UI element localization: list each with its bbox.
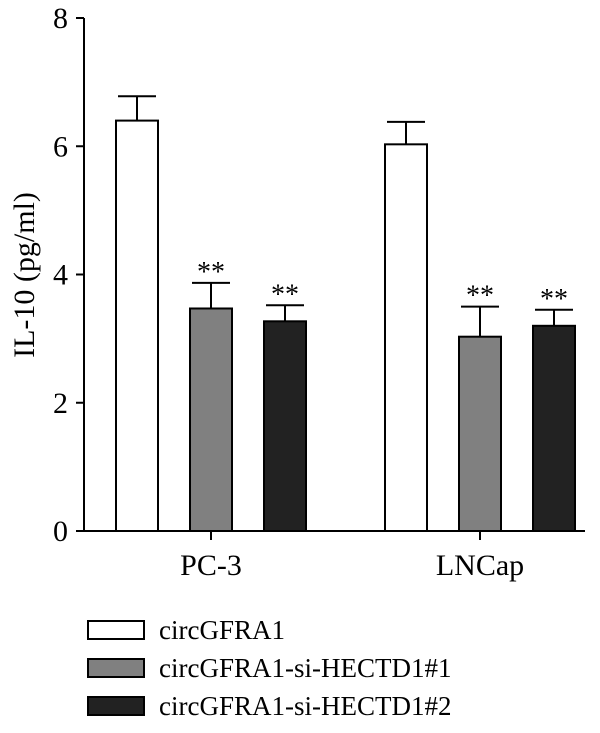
legend-swatch [87, 696, 145, 716]
x-tick-label: LNCap [436, 549, 524, 582]
x-ticks: PC-3 LNCap [180, 531, 524, 582]
y-tick-label: 4 [53, 259, 68, 292]
y-tick-label: 6 [53, 130, 68, 163]
legend-swatch [87, 658, 145, 678]
bar [115, 119, 159, 532]
y-ticks: 0 2 4 6 8 [53, 2, 84, 548]
significance-label: ** [540, 284, 568, 315]
y-tick-label: 2 [53, 387, 68, 420]
significance-label: ** [197, 257, 225, 288]
bar [189, 307, 233, 532]
significance-label: ** [466, 281, 494, 312]
bar [458, 335, 502, 533]
significance-label: ** [271, 279, 299, 310]
legend-label: circGFRA1 [159, 615, 285, 645]
y-tick-label: 0 [53, 515, 68, 548]
bars: ** ** ** ** [115, 95, 576, 533]
x-tick-label: PC-3 [180, 549, 242, 582]
legend-label: circGFRA1-si-HECTD1#1 [159, 653, 451, 683]
legend: circGFRA1 circGFRA1-si-HECTD1#1 circGFRA1-… [87, 615, 451, 721]
y-axis-label: IL-10 (pg/ml) [8, 192, 41, 358]
axes: IL-10 (pg/ml) [8, 18, 585, 532]
legend-swatch [87, 620, 145, 640]
y-tick-label: 8 [53, 2, 68, 35]
legend-label: circGFRA1-si-HECTD1#2 [159, 691, 451, 721]
bar [384, 143, 428, 532]
bar [532, 324, 576, 532]
bar [263, 320, 307, 532]
